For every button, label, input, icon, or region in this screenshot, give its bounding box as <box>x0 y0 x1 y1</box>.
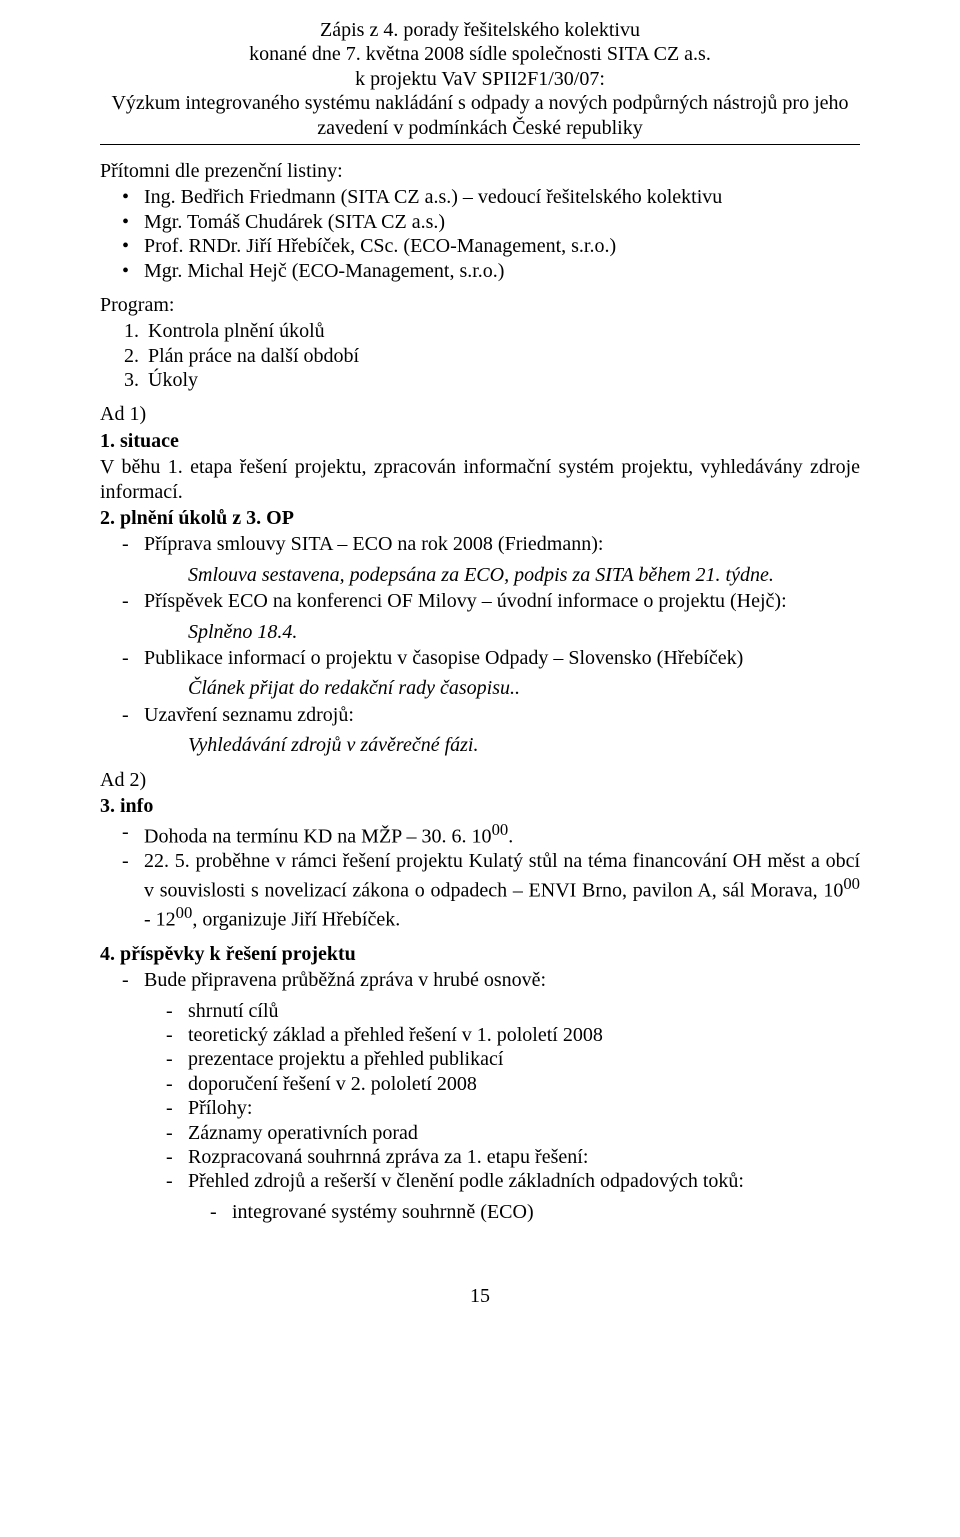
ad2-contrib-sub2-item: integrované systémy souhrnně (ECO) <box>100 1200 860 1224</box>
ad2-contrib-sub2-list: integrované systémy souhrnně (ECO) <box>100 1200 860 1224</box>
ad2-contrib-main: Bude připravena průběžná zpráva v hrubé … <box>100 968 860 992</box>
ad2-info-text: 22. 5. proběhne v rámci řešení projektu … <box>144 850 860 901</box>
header-separator <box>100 144 860 145</box>
attendance-item: Ing. Bedřich Friedmann (SITA CZ a.s.) – … <box>100 185 860 209</box>
program-list: Kontrola plnění úkolů Plán práce na dalš… <box>100 319 860 392</box>
header-line-3: k projektu VaV SPII2F1/30/07: <box>100 67 860 91</box>
ad2-info-sup: 00 <box>492 820 509 839</box>
page: Zápis z 4. porady řešitelského kolektivu… <box>0 0 960 1537</box>
attendance-list: Ing. Bedřich Friedmann (SITA CZ a.s.) – … <box>100 185 860 283</box>
ad1-task-note: Vyhledávání zdrojů v závěrečné fázi. <box>100 733 860 757</box>
ad1-task: Příspěvek ECO na konferenci OF Milovy – … <box>100 589 860 613</box>
page-number: 15 <box>100 1284 860 1308</box>
ad2-contrib-sub-item: Přehled zdrojů a rešerší v členění podle… <box>100 1169 860 1193</box>
program-item: Plán práce na další období <box>144 344 860 368</box>
ad1-task-note: Splněno 18.4. <box>100 620 860 644</box>
attendance-item: Mgr. Michal Hejč (ECO-Management, s.r.o.… <box>100 259 860 283</box>
ad1-sec2-title: 2. plnění úkolů z 3. OP <box>100 506 860 530</box>
ad2-info-list: Dohoda na termínu KD na MŽP – 30. 6. 100… <box>100 820 860 932</box>
ad2-sec3-title: 3. info <box>100 794 860 818</box>
ad1-tasks: Uzavření seznamu zdrojů: <box>100 703 860 727</box>
ad1-tasks: Příspěvek ECO na konferenci OF Milovy – … <box>100 589 860 613</box>
ad2-info-item: 22. 5. proběhne v rámci řešení projektu … <box>100 849 860 931</box>
ad2-contrib-sub-item: shrnutí cílů <box>100 999 860 1023</box>
ad1-tasks: Příprava smlouvy SITA – ECO na rok 2008 … <box>100 532 860 556</box>
ad2-info-tail: , organizuje Jiří Hřebíček. <box>192 908 400 930</box>
ad2-contrib-sub-item: prezentace projektu a přehled publikací <box>100 1047 860 1071</box>
ad2-sec4-title: 4. příspěvky k řešení projektu <box>100 942 860 966</box>
ad1-task: Uzavření seznamu zdrojů: <box>100 703 860 727</box>
ad1-task: Příprava smlouvy SITA – ECO na rok 2008 … <box>100 532 860 556</box>
ad2-contrib-sub-item: teoretický základ a přehled řešení v 1. … <box>100 1023 860 1047</box>
ad2-contrib-sub-list: shrnutí cílů teoretický základ a přehled… <box>100 999 860 1194</box>
ad2-info-item: Dohoda na termínu KD na MŽP – 30. 6. 100… <box>100 820 860 849</box>
ad1-sec1-text: V běhu 1. etapa řešení projektu, zpracov… <box>100 455 860 504</box>
ad1-tasks: Publikace informací o projektu v časopis… <box>100 646 860 670</box>
ad1-heading: Ad 1) <box>100 402 860 426</box>
ad2-info-sup: 00 <box>176 903 193 922</box>
program-item: Kontrola plnění úkolů <box>144 319 860 343</box>
header-line-2: konané dne 7. května 2008 sídle společno… <box>100 42 860 66</box>
ad2-heading: Ad 2) <box>100 768 860 792</box>
ad2-contrib-sub-item: Rozpracovaná souhrnná zpráva za 1. etapu… <box>100 1145 860 1169</box>
attendance-item: Prof. RNDr. Jiří Hřebíček, CSc. (ECO-Man… <box>100 234 860 258</box>
ad2-info-text: Dohoda na termínu KD na MŽP – 30. 6. 10 <box>144 826 492 848</box>
program-heading: Program: <box>100 293 860 317</box>
ad2-contrib-sub-item: Přílohy: <box>100 1096 860 1120</box>
ad1-task-note: Článek přijat do redakční rady časopisu.… <box>100 676 860 700</box>
ad1-sec1-title: 1. situace <box>100 429 860 453</box>
header-line-1: Zápis z 4. porady řešitelského kolektivu <box>100 18 860 42</box>
attendance-heading: Přítomni dle prezenční listiny: <box>100 159 860 183</box>
program-item: Úkoly <box>144 368 860 392</box>
ad1-task-text: Publikace informací o projektu v časopis… <box>144 647 743 669</box>
ad1-task-note: Smlouva sestavena, podepsána za ECO, pod… <box>100 563 860 587</box>
ad2-info-tail: - 12 <box>144 908 176 930</box>
ad2-contrib-sub-item: doporučení řešení v 2. pololetí 2008 <box>100 1072 860 1096</box>
attendance-item: Mgr. Tomáš Chudárek (SITA CZ a.s.) <box>100 210 860 234</box>
ad1-task-text: Příspěvek ECO na konferenci OF Milovy – … <box>144 590 787 612</box>
ad1-task-text: Uzavření seznamu zdrojů: <box>144 704 354 726</box>
ad1-task: Publikace informací o projektu v časopis… <box>100 646 860 670</box>
ad1-task-text: Příprava smlouvy SITA – ECO na rok 2008 … <box>144 533 603 555</box>
ad2-contrib-list: Bude připravena průběžná zpráva v hrubé … <box>100 968 860 992</box>
ad2-contrib-sub-item: Záznamy operativních porad <box>100 1121 860 1145</box>
ad2-info-sup: 00 <box>843 874 860 893</box>
header-line-4: Výzkum integrovaného systému nakládání s… <box>100 91 860 140</box>
